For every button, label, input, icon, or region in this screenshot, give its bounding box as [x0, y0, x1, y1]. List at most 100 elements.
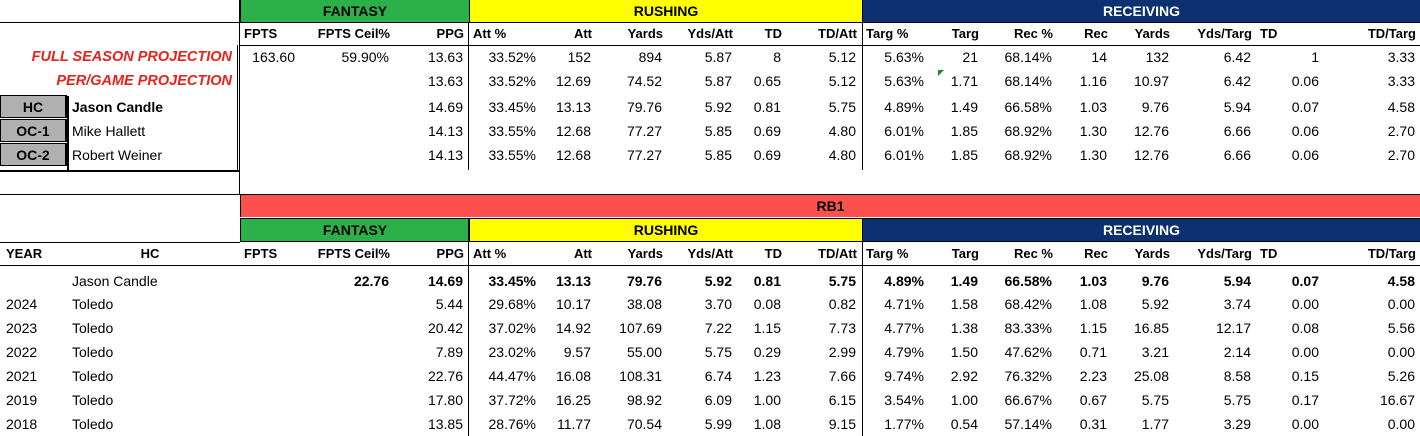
- table-cell[interactable]: 0.00: [1291, 344, 1319, 360]
- table-cell[interactable]: 16.08: [555, 368, 591, 384]
- column-header[interactable]: Targ %: [866, 26, 909, 41]
- table-cell[interactable]: 12.68: [555, 147, 591, 163]
- table-cell[interactable]: 0.07: [1291, 273, 1319, 289]
- table-cell[interactable]: 163.60: [252, 49, 295, 65]
- table-cell[interactable]: 6.09: [704, 392, 732, 408]
- table-cell[interactable]: 11.77: [557, 416, 591, 432]
- table-cell[interactable]: 1.50: [950, 344, 978, 360]
- column-header[interactable]: FPTS Ceil%: [317, 246, 390, 261]
- table-cell[interactable]: 9.76: [1141, 99, 1169, 115]
- table-cell[interactable]: 68.92%: [1004, 123, 1052, 139]
- column-header[interactable]: TD/Targ: [1367, 246, 1416, 261]
- table-cell[interactable]: 14.92: [555, 320, 591, 336]
- table-cell[interactable]: 12.76: [1133, 147, 1169, 163]
- table-cell[interactable]: 68.92%: [1004, 147, 1052, 163]
- table-cell[interactable]: 0.06: [1291, 147, 1319, 163]
- summary-hc-name[interactable]: Jason Candle: [72, 273, 158, 289]
- table-cell[interactable]: 0.06: [1291, 73, 1319, 89]
- table-cell[interactable]: 7.89: [435, 344, 463, 360]
- table-cell[interactable]: 1.16: [1079, 73, 1107, 89]
- table-cell[interactable]: 20.42: [427, 320, 463, 336]
- table-cell[interactable]: 2.14: [1223, 344, 1251, 360]
- table-cell[interactable]: 5.12: [828, 49, 856, 65]
- column-header[interactable]: Targ: [951, 26, 979, 41]
- table-cell[interactable]: 5.94: [1223, 273, 1251, 289]
- table-cell[interactable]: 5.87: [704, 49, 732, 65]
- column-header[interactable]: Yds/Att: [687, 246, 734, 261]
- table-cell[interactable]: 79.76: [626, 99, 662, 115]
- table-cell[interactable]: 12.68: [555, 123, 591, 139]
- table-cell[interactable]: 1.00: [753, 392, 781, 408]
- table-cell[interactable]: [302, 413, 389, 435]
- table-cell[interactable]: 4.89%: [884, 273, 924, 289]
- table-cell[interactable]: 33.52%: [488, 73, 536, 89]
- table-cell[interactable]: 1.15: [753, 320, 781, 336]
- table-cell[interactable]: 5.26: [1387, 368, 1415, 384]
- column-header[interactable]: FPTS: [244, 246, 278, 261]
- table-cell[interactable]: 77.27: [626, 123, 662, 139]
- table-cell[interactable]: [242, 317, 295, 339]
- table-cell[interactable]: 14.69: [427, 99, 463, 115]
- table-cell[interactable]: [242, 70, 295, 92]
- column-header[interactable]: TD/Targ: [1367, 26, 1416, 41]
- table-cell[interactable]: [242, 413, 295, 435]
- table-cell[interactable]: 70.54: [626, 416, 662, 432]
- team-cell[interactable]: Toledo: [72, 392, 114, 408]
- table-cell[interactable]: 6.66: [1223, 123, 1251, 139]
- table-cell[interactable]: 55.00: [626, 344, 662, 360]
- year-cell[interactable]: 2023: [6, 320, 38, 336]
- table-cell[interactable]: 14.13: [427, 123, 463, 139]
- table-cell[interactable]: 0.82: [828, 296, 856, 312]
- table-cell[interactable]: 9.57: [563, 344, 591, 360]
- year-cell[interactable]: 2019: [6, 392, 38, 408]
- table-cell[interactable]: 6.01%: [884, 123, 924, 139]
- table-cell[interactable]: 4.79%: [884, 344, 924, 360]
- table-cell[interactable]: 8.58: [1223, 368, 1251, 384]
- year-cell[interactable]: 2018: [6, 416, 38, 432]
- table-cell[interactable]: 21: [962, 49, 978, 65]
- column-header[interactable]: TD: [764, 26, 782, 41]
- table-cell[interactable]: 5.85: [704, 123, 732, 139]
- table-cell[interactable]: 0.06: [1291, 123, 1319, 139]
- column-header[interactable]: Yds/Targ: [1197, 26, 1252, 41]
- table-cell[interactable]: 5.56: [1387, 320, 1415, 336]
- table-cell[interactable]: 33.52%: [488, 49, 536, 65]
- table-cell[interactable]: 44.47%: [488, 368, 536, 384]
- table-cell[interactable]: 68.14%: [1004, 73, 1052, 89]
- year-cell[interactable]: 2022: [6, 344, 38, 360]
- table-cell[interactable]: 10.17: [555, 296, 591, 312]
- table-cell[interactable]: 7.73: [828, 320, 856, 336]
- table-cell[interactable]: 68.14%: [1004, 49, 1052, 65]
- table-cell[interactable]: [302, 96, 389, 118]
- table-cell[interactable]: 5.75: [828, 273, 856, 289]
- table-cell[interactable]: 0.29: [753, 344, 781, 360]
- table-cell[interactable]: 1.23: [753, 368, 781, 384]
- table-cell[interactable]: 16.25: [555, 392, 591, 408]
- table-cell[interactable]: 6.66: [1223, 147, 1251, 163]
- column-header[interactable]: Att %: [473, 246, 507, 261]
- table-cell[interactable]: 0.17: [1291, 392, 1319, 408]
- team-cell[interactable]: Toledo: [72, 296, 114, 312]
- table-cell[interactable]: 38.08: [626, 296, 662, 312]
- table-cell[interactable]: 1.49: [950, 99, 978, 115]
- staff-name[interactable]: Jason Candle: [72, 99, 164, 115]
- table-cell[interactable]: 1.77%: [884, 416, 924, 432]
- table-cell[interactable]: 4.58: [1387, 99, 1415, 115]
- table-cell[interactable]: 5.87: [704, 73, 732, 89]
- table-cell[interactable]: 13.85: [427, 416, 463, 432]
- table-cell[interactable]: [242, 389, 295, 411]
- table-cell[interactable]: [302, 70, 389, 92]
- table-cell[interactable]: 0.81: [753, 99, 781, 115]
- table-cell[interactable]: 33.55%: [488, 147, 536, 163]
- team-cell[interactable]: Toledo: [72, 416, 114, 432]
- staff-name[interactable]: Mike Hallett: [72, 123, 146, 139]
- table-cell[interactable]: [242, 120, 295, 142]
- table-cell[interactable]: 0.65: [753, 73, 781, 89]
- table-cell[interactable]: 1.49: [950, 273, 978, 289]
- year-cell[interactable]: 2021: [6, 368, 38, 384]
- table-cell[interactable]: 33.55%: [488, 123, 536, 139]
- table-cell[interactable]: 1.03: [1079, 99, 1107, 115]
- table-cell[interactable]: 14.69: [427, 273, 463, 289]
- column-header[interactable]: TD/Att: [818, 26, 857, 41]
- table-cell[interactable]: [242, 144, 295, 166]
